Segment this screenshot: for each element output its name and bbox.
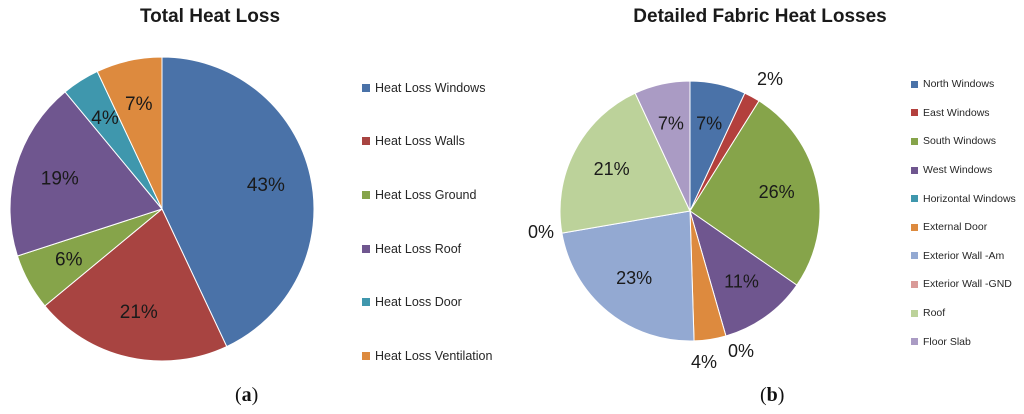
chart-b-slice-west-windows [689, 209, 798, 337]
legend-swatch [362, 137, 370, 146]
legend-label: Heat Loss Ventilation [375, 348, 493, 363]
chart-b-caption: (b) [760, 384, 785, 406]
chart-a-legend-item-heat-loss-windows: Heat Loss Windows [362, 80, 485, 95]
chart-b-label-exterior-wall-am: 23% [616, 268, 652, 288]
chart-b-title: Detailed Fabric Heat Losses [633, 6, 887, 27]
chart-a-slice-heat-loss-walls [44, 208, 228, 362]
chart-a-slice-heat-loss-ventilation [96, 56, 163, 210]
legend-swatch [911, 80, 918, 88]
chart-a-label-heat-loss-windows: 43% [247, 175, 285, 196]
chart-b-pie [559, 80, 821, 342]
legend-swatch [911, 338, 918, 346]
chart-b-label-east-windows: 2% [757, 69, 783, 89]
chart-b-slice-south-windows [689, 100, 821, 286]
chart-b-label-horizontal-windows: 0% [728, 341, 754, 361]
legend-label: Floor Slab [923, 335, 971, 348]
chart-b-legend-item-west-windows: West Windows [911, 164, 992, 176]
legend-label: Heat Loss Door [375, 295, 462, 310]
legend-label: Heat Loss Roof [375, 241, 462, 256]
chart-b-legend-item-external-door: External Door [911, 221, 987, 233]
chart-a-slice-heat-loss-windows [161, 56, 315, 348]
chart-b-legend-item-south-windows: South Windows [911, 135, 996, 147]
chart-b-label-north-windows: 7% [696, 113, 722, 133]
chart-b-legend-item-roof: Roof [911, 307, 945, 319]
chart-b-label-roof: 21% [594, 159, 630, 179]
legend-swatch [911, 109, 918, 117]
legend-label: Heat Loss Ground [375, 187, 477, 202]
legend-swatch [911, 137, 918, 145]
legend-swatch [362, 190, 370, 199]
legend-label: Exterior Wall -GND [923, 278, 1012, 291]
legend-swatch [911, 280, 918, 288]
chart-b-slice-floor-slab [634, 80, 691, 212]
chart-b-label-floor-slab: 7% [658, 113, 684, 133]
chart-a-legend-item-heat-loss-walls: Heat Loss Walls [362, 134, 465, 149]
chart-a-title: Total Heat Loss [139, 6, 281, 27]
chart-b-label-external-door: 4% [691, 352, 717, 372]
legend-label: North Windows [923, 78, 995, 91]
chart-b-legend-item-north-windows: North Windows [911, 78, 994, 90]
legend-label: West Windows [923, 164, 993, 177]
chart-a-label-heat-loss-ground: 6% [55, 249, 83, 270]
chart-b-slice-exterior-wall-am [561, 210, 695, 342]
legend-label: Roof [923, 307, 946, 320]
chart-a-caption: (a) [235, 384, 259, 406]
chart-b-legend-item-floor-slab: Floor Slab [911, 335, 971, 348]
legend-label: Horizontal Windows [923, 192, 1016, 205]
chart-b-legend-item-east-windows: East Windows [911, 107, 990, 119]
legend-swatch [911, 223, 918, 231]
chart-a-legend-item-heat-loss-ground: Heat Loss Ground [362, 187, 476, 202]
chart-a-label-heat-loss-ventilation: 7% [125, 94, 153, 115]
legend-label: East Windows [923, 106, 990, 119]
chart-a-slice-heat-loss-roof [9, 91, 163, 257]
legend-label: Heat Loss Walls [375, 134, 465, 149]
legend-label: External Door [923, 221, 988, 234]
chart-b-legend-item-exterior-wall-gnd: Exterior Wall -GND [911, 278, 1012, 290]
legend-swatch [911, 309, 918, 317]
chart-a-label-heat-loss-walls: 21% [120, 302, 158, 323]
chart-b-label-exterior-wall-gnd: 0% [528, 222, 554, 242]
legend-label: South Windows [923, 135, 996, 148]
chart-b-legend-item-horizontal-windows: Horizontal Windows [911, 192, 1016, 205]
legend-swatch [911, 195, 918, 203]
chart-a-legend-item-heat-loss-ventilation: Heat Loss Ventilation [362, 348, 492, 363]
legend-swatch [362, 244, 370, 253]
chart-a-legend-item-heat-loss-door: Heat Loss Door [362, 294, 462, 309]
legend-swatch [362, 83, 370, 92]
chart-a-pie [9, 56, 315, 362]
legend-swatch [362, 298, 370, 307]
legend-swatch [911, 166, 918, 174]
legend-label: Heat Loss Windows [375, 80, 486, 95]
chart-b-label-south-windows: 26% [759, 182, 795, 202]
chart-b-slice-roof [559, 92, 691, 234]
chart-b-label-west-windows: 11% [724, 272, 759, 292]
chart-a-legend-item-heat-loss-roof: Heat Loss Roof [362, 241, 461, 256]
chart-a-label-heat-loss-door: 4% [91, 108, 119, 129]
legend-swatch [911, 252, 918, 260]
legend-label: Exterior Wall -Am [923, 249, 1005, 262]
legend-swatch [362, 351, 370, 360]
chart-a-label-heat-loss-roof: 19% [41, 168, 79, 189]
chart-b-legend-item-exterior-wall-am: Exterior Wall -Am [911, 250, 1004, 262]
